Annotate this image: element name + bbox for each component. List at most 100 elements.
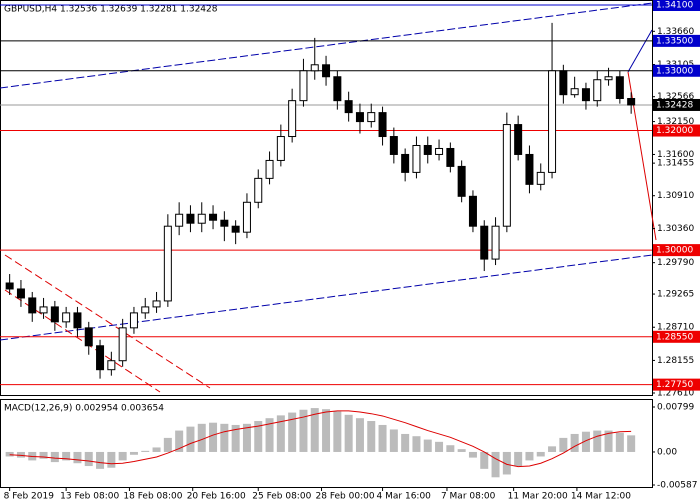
level-box <box>653 34 700 47</box>
y-tick-label: 1.30360 <box>657 224 694 234</box>
candle-body <box>548 70 557 173</box>
y-tick-label: 0.00 <box>657 447 677 457</box>
y-tick-label: 1.28710 <box>657 323 694 333</box>
y-tick-label: 1.32566 <box>657 92 694 102</box>
macd-title: MACD(12,26,9) 0.002954 0.003654 <box>4 404 164 414</box>
candle-body <box>491 225 500 260</box>
level-label: 1.34100 <box>656 1 693 11</box>
level-label: 1.27750 <box>656 380 693 390</box>
macd-bar <box>118 451 127 461</box>
candle-body <box>242 201 251 233</box>
candle-body <box>615 76 624 100</box>
candle-body <box>581 88 590 102</box>
x-tick-label: 14 Mar 12:00 <box>571 492 631 500</box>
macd-bar <box>514 451 523 467</box>
candle-body <box>288 100 297 138</box>
macd-bar <box>468 451 477 458</box>
x-tick-label: 4 Mar 16:00 <box>377 492 432 500</box>
y-tick-label: 1.28155 <box>657 356 694 366</box>
macd-bar <box>73 451 82 464</box>
candle-body <box>175 213 184 227</box>
candle-body <box>254 177 263 203</box>
candle-body <box>367 112 376 123</box>
x-tick-label: 8 Feb 2019 <box>4 492 55 500</box>
candle-body <box>129 312 138 329</box>
macd-bar <box>310 408 319 452</box>
candle-body <box>152 300 161 308</box>
candle-body <box>73 312 82 329</box>
macd-bar <box>50 451 59 463</box>
candle-body <box>457 165 466 197</box>
macd-bar <box>5 451 14 457</box>
x-tick-label: 7 Mar 08:00 <box>441 492 496 500</box>
macd-bar <box>163 437 172 452</box>
candle-body <box>514 124 523 155</box>
macd-bar <box>220 423 229 452</box>
signal-line <box>9 410 632 468</box>
trend-line <box>627 29 653 73</box>
level-box <box>653 124 700 137</box>
macd-bar <box>333 411 342 452</box>
macd-bar <box>412 436 421 452</box>
macd-bar <box>480 451 489 469</box>
candle-body <box>50 306 59 323</box>
candle-body <box>333 76 342 102</box>
level-label: 1.30000 <box>656 246 693 256</box>
candle-body <box>412 144 421 173</box>
candle-body <box>322 64 331 78</box>
y-tick-label: 1.32150 <box>657 117 694 127</box>
macd-bar <box>276 415 285 452</box>
macd-bar <box>570 433 579 452</box>
candle-body <box>310 64 319 72</box>
macd-bar <box>344 414 353 452</box>
candle-body <box>389 136 398 155</box>
candle-body <box>299 70 308 102</box>
macd-bar <box>197 423 206 452</box>
candle-body <box>209 213 218 221</box>
macd-bar <box>615 432 624 452</box>
candle-body <box>435 147 444 155</box>
macd-bar <box>559 437 568 452</box>
candle-body <box>231 225 240 233</box>
candle-body <box>627 98 636 106</box>
candle-body <box>378 112 387 138</box>
level-box <box>653 64 700 77</box>
level-label: 1.32428 <box>656 100 693 110</box>
macd-bar <box>401 433 410 452</box>
macd-bar <box>604 430 613 452</box>
macd-bar <box>175 430 184 452</box>
y-tick-label: -0.00587 <box>657 481 697 491</box>
candle-body <box>468 195 477 227</box>
y-tick-label: 1.33660 <box>657 27 694 37</box>
macd-bar <box>16 451 25 458</box>
candle-body <box>16 288 25 299</box>
candle-body <box>446 147 455 167</box>
macd-bar <box>141 450 150 452</box>
macd-bar <box>389 429 398 452</box>
level-label: 1.33500 <box>656 36 693 46</box>
level-label: 1.28550 <box>656 332 693 342</box>
candle-body <box>536 171 545 185</box>
y-tick-label: 0.00799 <box>657 403 694 413</box>
macd-bar <box>378 424 387 452</box>
macd-bar <box>96 451 105 469</box>
candle-body <box>355 112 364 123</box>
macd-bar <box>84 451 93 467</box>
macd-bar <box>525 451 534 461</box>
macd-bar <box>299 409 308 452</box>
candle-body <box>401 153 410 173</box>
chart-title: GBPUSD,H4 1.32536 1.32639 1.32281 1.3242… <box>4 5 218 15</box>
candle-body <box>570 88 579 96</box>
macd-bar <box>446 445 455 452</box>
x-tick-label: 18 Feb 08:00 <box>123 492 182 500</box>
macd-bar <box>265 418 274 452</box>
candle-body <box>163 225 172 302</box>
macd-bar <box>491 451 500 478</box>
y-tick-label: 1.29265 <box>657 290 694 300</box>
trend-line <box>4 254 211 389</box>
macd-bar <box>627 435 636 452</box>
candle-body <box>96 345 105 371</box>
candle-body <box>5 282 14 290</box>
